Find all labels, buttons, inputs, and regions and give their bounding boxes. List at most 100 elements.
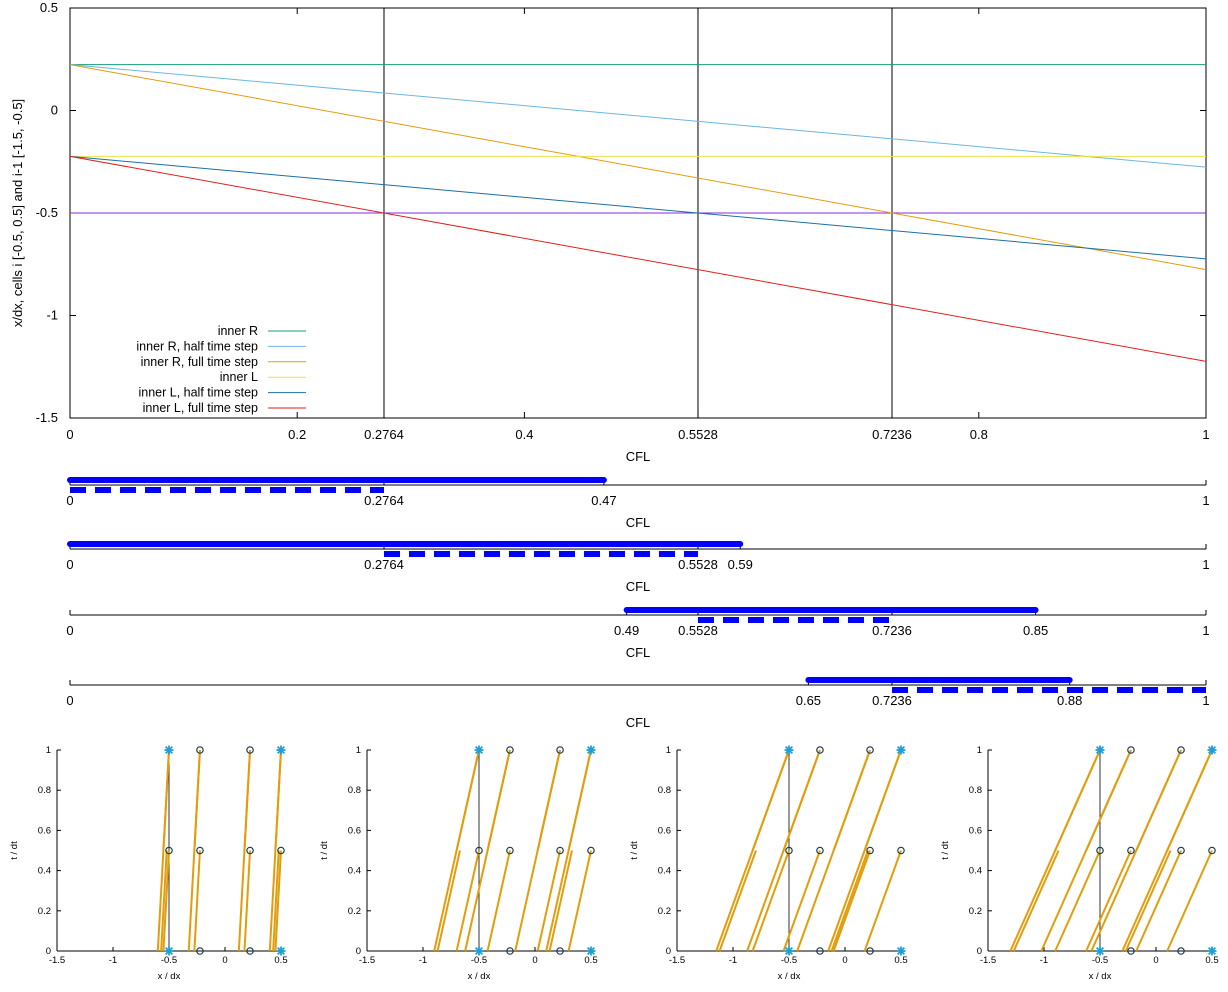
- strip-tick-label: 0.49: [614, 623, 639, 638]
- star-stroke: [586, 946, 596, 956]
- inner-point-circle: [556, 846, 564, 855]
- panel-x-axis-label: x / dx: [158, 971, 181, 982]
- inner-point-circle: [866, 846, 874, 855]
- panel-y-tick-label: 0: [46, 946, 51, 957]
- panel-y-tick-label: 0.2: [348, 906, 361, 917]
- boundary-point-circle: [1096, 846, 1104, 855]
- star-stroke: [1207, 946, 1217, 956]
- panel-y-tick-label: 0.2: [38, 906, 51, 917]
- panel-x-tick-label: -0.5: [161, 955, 177, 966]
- series-line-1: [69, 64, 1207, 168]
- cfl-interval-strip-3: 0 0.49 0.5528 0.7236 0.85 1 CFL: [66, 607, 1210, 660]
- boundary-point-circle: [897, 846, 905, 855]
- boundary-point-star: [164, 745, 174, 755]
- panel-y-tick-label: 0.6: [969, 825, 982, 836]
- panel-x-tick-label: 0.5: [1205, 955, 1218, 966]
- boundary-point-star: [276, 745, 286, 755]
- strip-tick-label: 0.2764: [364, 557, 404, 572]
- characteristic-line: [1135, 850, 1182, 952]
- star-stroke: [784, 946, 794, 956]
- characteristic-line: [436, 850, 461, 952]
- strip-axis-label: CFL: [626, 579, 651, 594]
- panel-y-axis-label: t / dt: [9, 841, 20, 860]
- inner-point-circle: [196, 947, 204, 955]
- panel-y-tick-label: 0.4: [969, 866, 982, 877]
- y-tick-label: -1.5: [36, 410, 58, 425]
- panel-y-tick-label: 0.6: [38, 825, 51, 836]
- inner-point-circle: [1127, 746, 1135, 754]
- panel-x-axis-label: x / dx: [468, 971, 491, 982]
- strip-tick-label: 0: [66, 493, 73, 508]
- panel-x-tick-label: 0.5: [274, 955, 287, 966]
- x-tick-label: 0.8: [970, 427, 988, 442]
- strip-tick-label: 0.65: [796, 693, 821, 708]
- characteristic-line: [1054, 749, 1101, 851]
- strip-tick-label: 0.59: [728, 557, 753, 572]
- characteristic-line: [274, 850, 282, 952]
- boundary-point-circle: [785, 846, 793, 855]
- characteristic-line: [567, 749, 592, 851]
- characteristic-line: [274, 749, 282, 851]
- legend-label: inner R, full time step: [141, 355, 258, 369]
- characteristic-line: [832, 850, 871, 952]
- legend-label: inner R, half time step: [136, 339, 258, 353]
- x-tick-label: 1: [1202, 427, 1209, 442]
- panel-x-tick-label: 0: [222, 955, 227, 966]
- characteristic-line: [830, 850, 869, 952]
- inner-point-circle: [506, 746, 514, 754]
- y-tick-label: -0.5: [36, 205, 58, 220]
- legend-label: inner R: [218, 324, 258, 338]
- y-axis-label: x/dx, cells i [-0.5, 0.5] and i-1 [-1.5,…: [10, 99, 25, 327]
- star-stroke: [474, 946, 484, 956]
- panel-y-tick-label: 0.2: [658, 906, 671, 917]
- panel-x-tick-label: 0.5: [894, 955, 907, 966]
- characteristic-line: [782, 749, 821, 851]
- star-stroke: [276, 745, 286, 755]
- strip-tick-label: 0: [66, 623, 73, 638]
- boundary-point-star: [896, 745, 906, 755]
- panel-y-tick-label: 0.2: [969, 906, 982, 917]
- panel-x-tick-label: -1.5: [359, 955, 375, 966]
- characteristic-line: [567, 850, 592, 952]
- x-tick-label: 0.2: [288, 427, 306, 442]
- panel-y-tick-label: 0.4: [348, 866, 361, 877]
- characteristic-line: [243, 749, 252, 851]
- star-stroke: [164, 745, 174, 755]
- star-stroke: [586, 745, 596, 755]
- cfl-interval-strip-4: 0 0.65 0.7236 0.88 1 CFL: [66, 677, 1210, 730]
- star-stroke: [276, 946, 286, 956]
- panel-x-axis-label: x / dx: [1089, 971, 1112, 982]
- boundary-point-star: [474, 745, 484, 755]
- panel-x-tick-label: -1: [419, 955, 427, 966]
- strip-tick-label: 0.47: [591, 493, 616, 508]
- inner-point-circle: [196, 846, 204, 855]
- x-tick-label: 0.5528: [678, 427, 718, 442]
- characteristic-line: [751, 850, 790, 952]
- main-chart: 0 0.2 0.2764 0.4 0.5528 0.7236 0.8 1 -1.5 -1 -0.5 0…: [10, 0, 1210, 464]
- x-tick-label: 0.2764: [364, 427, 404, 442]
- panel-x-tick-label: -1.5: [669, 955, 685, 966]
- boundary-point-star: [1207, 745, 1217, 755]
- inner-point-circle: [866, 746, 874, 754]
- characteristic-line: [1085, 850, 1132, 952]
- characteristic-line: [863, 850, 902, 952]
- characteristic-line: [1166, 749, 1213, 851]
- panel-x-tick-label: -1.5: [980, 955, 996, 966]
- characteristic-line: [536, 749, 562, 851]
- boundary-point-star: [474, 946, 484, 956]
- strip-tick-label: 1: [1202, 557, 1209, 572]
- star-stroke: [164, 946, 174, 956]
- x-tick-label: 0.7236: [872, 427, 912, 442]
- cfl-interval-strip-1: 0 0.2764 0.47 1 CFL: [66, 477, 1210, 530]
- x-axis-label: CFL: [626, 449, 651, 464]
- strip-axis-label: CFL: [626, 645, 651, 660]
- panel-y-tick-label: 1: [356, 745, 361, 756]
- strip-tick-label: 0.88: [1057, 693, 1082, 708]
- characteristic-line: [863, 749, 902, 851]
- characteristic-line: [548, 850, 573, 952]
- inner-point-circle: [556, 947, 564, 955]
- strip-tick-label: 0.7236: [872, 693, 912, 708]
- inner-point-circle: [816, 746, 824, 754]
- boundary-point-circle: [475, 846, 483, 855]
- panel-x-tick-label: -0.5: [781, 955, 797, 966]
